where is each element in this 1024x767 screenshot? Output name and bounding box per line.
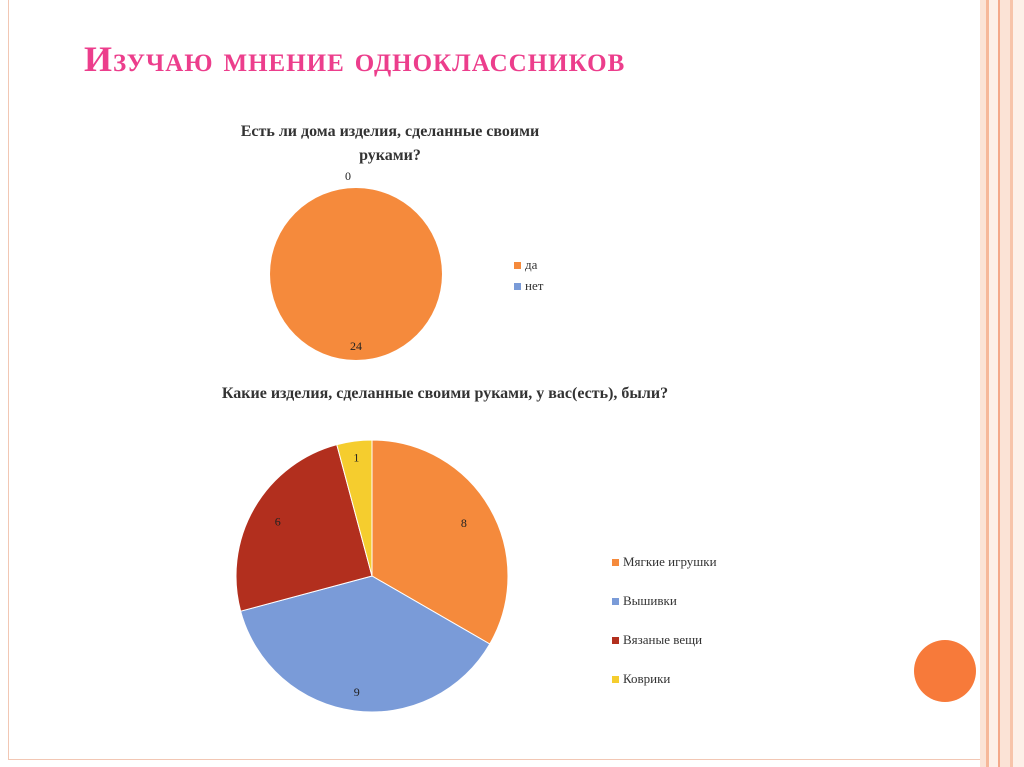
decorative-stripes — [980, 0, 1024, 767]
chart1-legend-label-1: да — [525, 257, 538, 272]
chart2-data-label-4: 1 — [353, 450, 359, 464]
pie-chart-has-handmade: Есть ли дома изделия, сделанные своими р… — [241, 123, 544, 360]
pie-chart-handmade-types: Какие изделия, сделанные своими руками, … — [222, 385, 717, 713]
slide-frame — [8, 0, 980, 760]
chart2-data-label-1: 8 — [461, 516, 467, 530]
chart2-slice-2 — [240, 575, 491, 713]
chart1-legend-swatch-2 — [514, 283, 521, 290]
chart1-slice-1 — [270, 188, 442, 360]
chart2-legend-swatch-1 — [612, 559, 619, 566]
chart2-legend-swatch-2 — [612, 598, 619, 605]
slide-title: Изучаю мнение одноклассников — [84, 39, 626, 79]
chart2-legend-swatch-3 — [612, 637, 619, 644]
chart2-legend-swatch-4 — [612, 676, 619, 683]
chart1-data-label-1: 24 — [350, 339, 362, 353]
chart2-data-label-2: 9 — [354, 685, 360, 699]
chart2-slice-1 — [371, 439, 509, 645]
decorative-circle — [914, 640, 976, 702]
chart1-legend-swatch-1 — [514, 262, 521, 269]
chart2-data-label-3: 6 — [275, 515, 281, 529]
chart2-slice-4 — [336, 439, 373, 577]
chart1-legend-label-2: нет — [525, 278, 544, 293]
chart2-legend-label-3: Вязаные вещи — [623, 632, 702, 647]
chart2-title: Какие изделия, сделанные своими руками, … — [222, 385, 668, 402]
chart2-legend-label-1: Мягкие игрушки — [623, 554, 717, 569]
chart2-legend-label-4: Коврики — [623, 671, 670, 686]
chart2-legend-label-2: Вышивки — [623, 593, 677, 608]
chart2-slice-3 — [235, 444, 373, 612]
chart1-data-label-2: 0 — [345, 169, 351, 183]
chart1-title-line2: руками? — [359, 147, 421, 164]
chart1-title-line1: Есть ли дома изделия, сделанные своими — [241, 123, 540, 140]
